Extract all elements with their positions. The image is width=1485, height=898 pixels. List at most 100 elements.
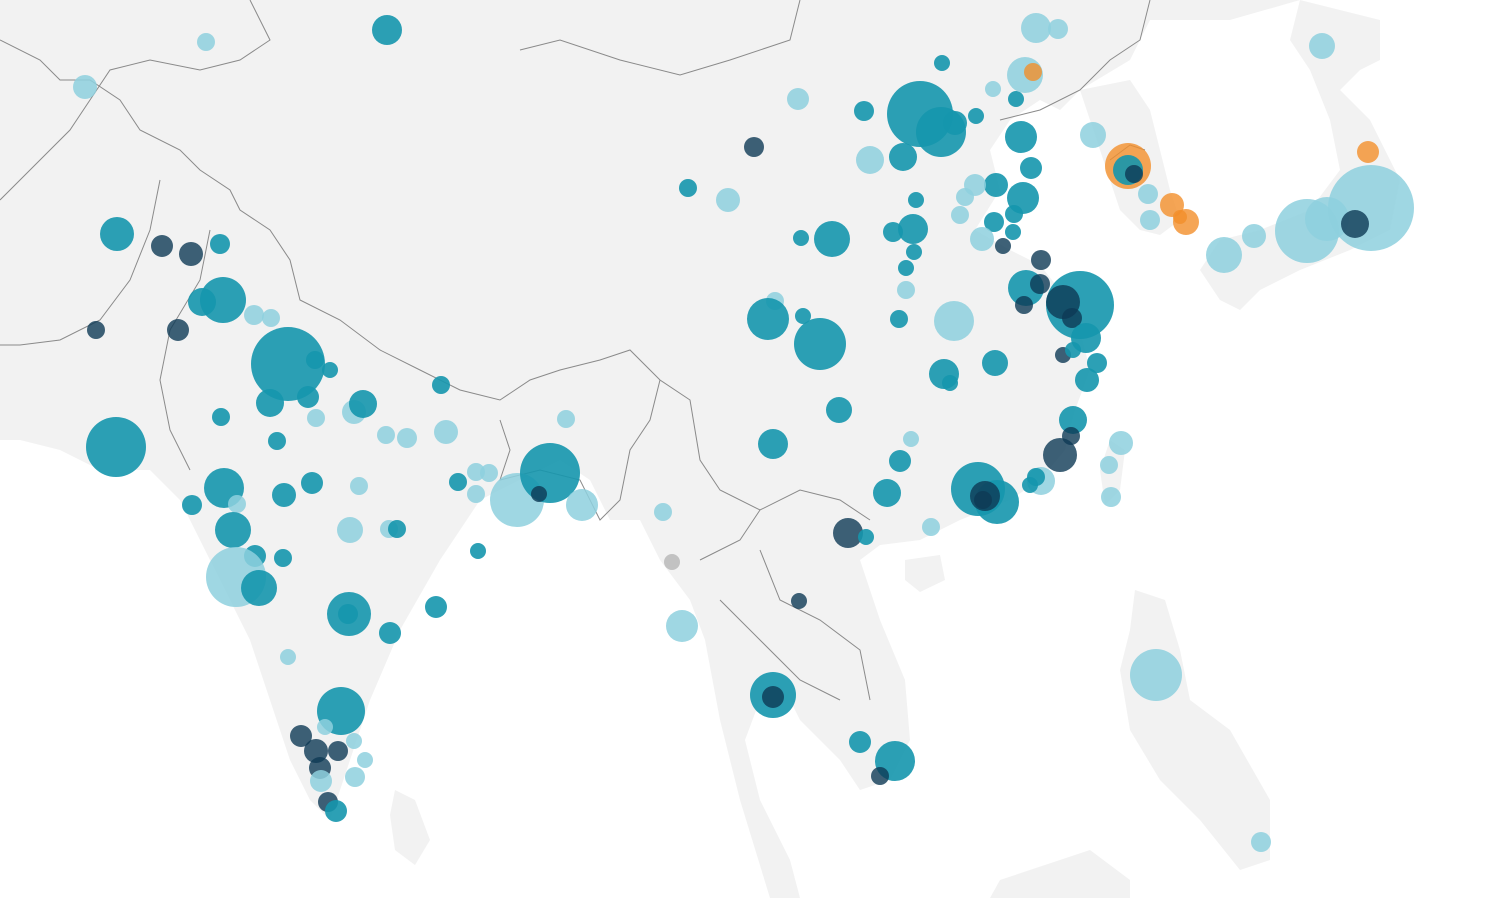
dark-navy-bubble[interactable] [1341,210,1369,238]
teal-bubble[interactable] [1005,205,1023,223]
light-blue-bubble[interactable] [228,495,246,513]
dark-navy-bubble[interactable] [744,137,764,157]
teal-bubble[interactable] [188,288,216,316]
teal-bubble[interactable] [338,604,358,624]
teal-bubble[interactable] [814,221,850,257]
teal-bubble[interactable] [212,408,230,426]
teal-bubble[interactable] [241,570,277,606]
light-blue-bubble[interactable] [1140,210,1160,230]
light-blue-bubble[interactable] [787,88,809,110]
light-blue-bubble[interactable] [1100,456,1118,474]
dark-navy-bubble[interactable] [328,741,348,761]
teal-bubble[interactable] [898,214,928,244]
light-blue-bubble[interactable] [1021,13,1051,43]
teal-bubble[interactable] [272,483,296,507]
teal-bubble[interactable] [982,350,1008,376]
light-blue-bubble[interactable] [310,770,332,792]
gray-bubble[interactable] [664,554,680,570]
dark-navy-bubble[interactable] [151,235,173,257]
teal-bubble[interactable] [898,260,914,276]
dark-navy-bubble[interactable] [974,491,992,509]
teal-bubble[interactable] [849,731,871,753]
dark-navy-bubble[interactable] [290,725,312,747]
light-blue-bubble[interactable] [346,733,362,749]
light-blue-bubble[interactable] [397,428,417,448]
teal-bubble[interactable] [1005,224,1021,240]
dark-navy-bubble[interactable] [304,739,328,763]
teal-bubble[interactable] [934,55,950,71]
light-blue-bubble[interactable] [970,227,994,251]
dark-navy-bubble[interactable] [1062,308,1082,328]
light-blue-bubble[interactable] [985,81,1001,97]
orange-bubble[interactable] [1173,210,1187,224]
light-blue-bubble[interactable] [307,409,325,427]
teal-bubble[interactable] [747,298,789,340]
light-blue-bubble[interactable] [951,206,969,224]
dark-navy-bubble[interactable] [1125,165,1143,183]
dark-navy-bubble[interactable] [1015,296,1033,314]
light-blue-bubble[interactable] [922,518,940,536]
light-blue-bubble[interactable] [1048,19,1068,39]
light-blue-bubble[interactable] [345,767,365,787]
teal-bubble[interactable] [943,111,967,135]
teal-bubble[interactable] [388,520,406,538]
teal-bubble[interactable] [984,173,1008,197]
light-blue-bubble[interactable] [1130,649,1182,701]
teal-bubble[interactable] [942,375,958,391]
teal-bubble[interactable] [372,15,402,45]
teal-bubble[interactable] [306,351,324,369]
light-blue-bubble[interactable] [654,503,672,521]
teal-bubble[interactable] [873,479,901,507]
teal-bubble[interactable] [1005,121,1037,153]
teal-bubble[interactable] [858,529,874,545]
teal-bubble[interactable] [793,230,809,246]
dark-navy-bubble[interactable] [179,242,203,266]
teal-bubble[interactable] [325,800,347,822]
teal-bubble[interactable] [908,192,924,208]
dark-navy-bubble[interactable] [1043,438,1077,472]
teal-bubble[interactable] [1065,342,1081,358]
orange-bubble[interactable] [1024,63,1042,81]
light-blue-bubble[interactable] [716,188,740,212]
teal-bubble[interactable] [889,450,911,472]
dark-navy-bubble[interactable] [762,686,784,708]
teal-bubble[interactable] [449,473,467,491]
teal-bubble[interactable] [1087,353,1107,373]
teal-bubble[interactable] [795,308,811,324]
teal-bubble[interactable] [906,244,922,260]
teal-bubble[interactable] [968,108,984,124]
teal-bubble[interactable] [210,234,230,254]
teal-bubble[interactable] [826,397,852,423]
light-blue-bubble[interactable] [73,75,97,99]
light-blue-bubble[interactable] [666,610,698,642]
light-blue-bubble[interactable] [467,463,485,481]
light-blue-bubble[interactable] [1309,33,1335,59]
light-blue-bubble[interactable] [1109,431,1133,455]
dark-navy-bubble[interactable] [791,593,807,609]
teal-bubble[interactable] [349,390,377,418]
light-blue-bubble[interactable] [244,305,264,325]
teal-bubble[interactable] [794,318,846,370]
teal-bubble[interactable] [182,495,202,515]
dark-navy-bubble[interactable] [833,518,863,548]
teal-bubble[interactable] [322,362,338,378]
teal-bubble[interactable] [984,212,1004,232]
dark-navy-bubble[interactable] [1031,250,1051,270]
light-blue-bubble[interactable] [934,301,974,341]
light-blue-bubble[interactable] [856,146,884,174]
teal-bubble[interactable] [1020,157,1042,179]
light-blue-bubble[interactable] [197,33,215,51]
dark-navy-bubble[interactable] [995,238,1011,254]
teal-bubble[interactable] [889,143,917,171]
light-blue-bubble[interactable] [1206,237,1242,273]
light-blue-bubble[interactable] [480,464,498,482]
light-blue-bubble[interactable] [350,477,368,495]
light-blue-bubble[interactable] [566,489,598,521]
dark-navy-bubble[interactable] [531,486,547,502]
teal-bubble[interactable] [86,417,146,477]
teal-bubble[interactable] [432,376,450,394]
light-blue-bubble[interactable] [467,485,485,503]
teal-bubble[interactable] [297,386,319,408]
dark-navy-bubble[interactable] [87,321,105,339]
